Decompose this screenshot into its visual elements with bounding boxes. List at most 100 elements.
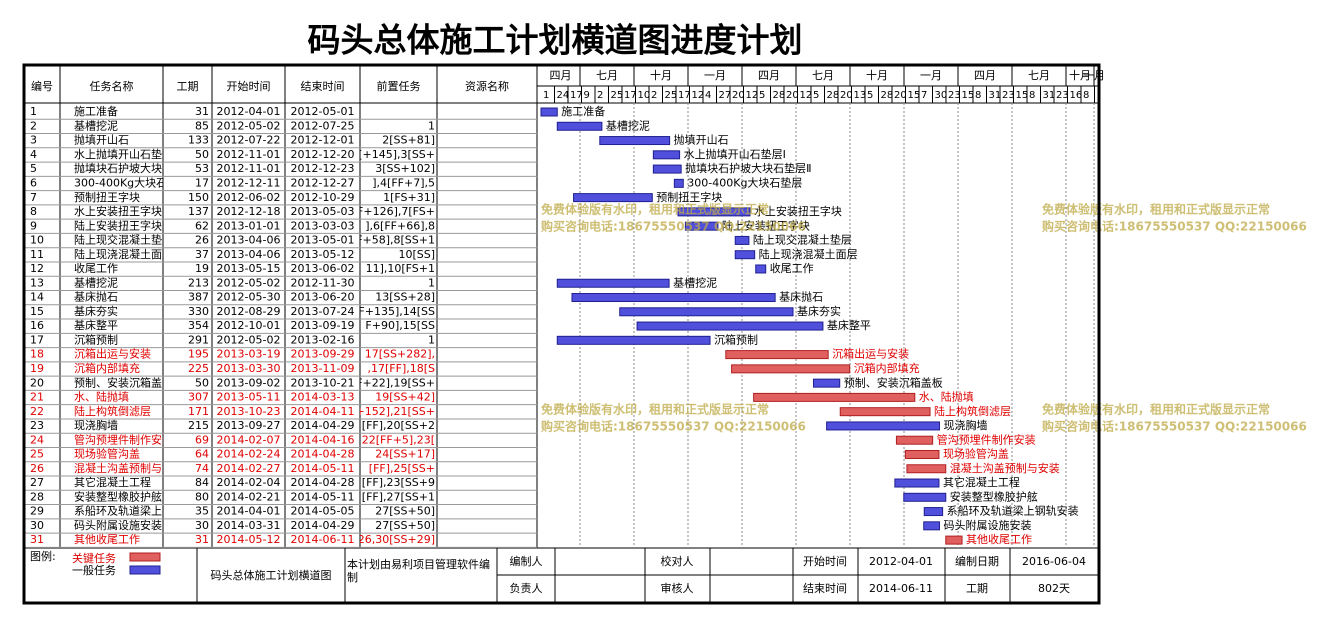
day-label: 20 <box>840 90 853 101</box>
quarter-label: 四月 <box>550 69 572 82</box>
cell-end: 2012-12-27 <box>291 176 355 189</box>
day-label: 17 <box>624 90 637 101</box>
day-label: 7 <box>921 90 927 101</box>
task-bar <box>556 121 603 131</box>
cell-name: 基床夯实 <box>74 304 118 318</box>
cell-name: 施工准备 <box>74 104 118 118</box>
cell-name: 系船环及轨道梁上钢轨安装 <box>74 504 206 518</box>
bar-label: 水、陆抛填 <box>919 390 974 404</box>
cell-duration: 37 <box>195 248 209 261</box>
cell-start: 2012-08-29 <box>217 305 281 318</box>
border <box>22 63 1101 605</box>
cell-name: 其它混凝土工程 <box>74 475 151 489</box>
cell-duration: 62 <box>195 219 209 232</box>
cell-id: 25 <box>30 448 44 461</box>
quarter-label: 七月 <box>596 69 618 82</box>
editor: 编制人 <box>510 554 543 568</box>
cell-name: 抛填块石护坡大块石垫层Ⅱ <box>74 161 200 175</box>
watermark: 购买咨询电话:18675550537 QQ:22150066 <box>541 419 806 434</box>
cell-end: 2014-04-11 <box>291 405 355 418</box>
task-bar <box>573 193 653 203</box>
cell-name: 陆上安装扭王字块 <box>74 218 162 232</box>
cell-end: 2012-10-29 <box>291 191 355 204</box>
note: 本计划由易利项目管理软件编制 <box>347 558 490 584</box>
cell-start: 2013-04-06 <box>217 234 281 247</box>
cell-id: 24 <box>30 433 44 446</box>
day-label: 30 <box>935 90 948 101</box>
cell-start: 2013-05-15 <box>217 262 281 275</box>
cell-id: 14 <box>30 291 44 304</box>
day-label: 9 <box>584 90 590 101</box>
cell-id: 9 <box>30 219 37 232</box>
bar-label: 现浇胸墙 <box>943 418 987 432</box>
day-label: 15 <box>908 90 921 101</box>
cell-predecessor: 1 <box>428 119 435 132</box>
day-label: 20 <box>732 90 745 101</box>
column-header: 编号 <box>31 79 53 93</box>
task-bar <box>652 164 682 174</box>
day-label: 28 <box>881 90 894 101</box>
cell-end: 2012-05-01 <box>291 105 355 118</box>
bar-label: 基床整平 <box>827 318 871 332</box>
day-label: 28 <box>827 90 840 101</box>
cell-start: 2014-02-07 <box>217 433 281 446</box>
cell-predecessor: [FF],23[SS+9 <box>362 476 435 489</box>
legend-critical: 关键任务 <box>72 551 116 565</box>
cell-duration: 307 <box>188 391 209 404</box>
cell-predecessor: [F+135],14[SS <box>354 305 435 318</box>
cell-id: 5 <box>30 162 37 175</box>
cell-name: 现浇胸墙 <box>74 418 118 432</box>
cell-end: 2012-07-25 <box>291 119 355 132</box>
task-bar <box>731 364 851 374</box>
cell-predecessor: 27[SS+50] <box>375 505 435 518</box>
cell-duration: 330 <box>188 305 209 318</box>
cell-name: 码头附属设施安装 <box>74 518 162 532</box>
day-label: 16 <box>1070 90 1083 101</box>
day-label: 23 <box>1002 90 1015 101</box>
task-bar <box>652 150 681 160</box>
bar-label: 其他收尾工作 <box>966 532 1032 546</box>
frame <box>24 65 1099 603</box>
cell-predecessor: ,17[FF],18[S <box>368 362 436 375</box>
cell-duration: 84 <box>195 476 209 489</box>
day-label: 15 <box>962 90 975 101</box>
bar-label: 水上抛填开山石垫层Ⅰ <box>684 147 786 161</box>
day-label: 2 <box>651 90 657 101</box>
cell-predecessor: 24[SS+17] <box>375 448 435 461</box>
task-bar <box>906 464 947 474</box>
cell-start: 2012-12-18 <box>217 205 281 218</box>
cell-start: 2012-12-11 <box>217 176 281 189</box>
task-bar <box>556 335 711 345</box>
column-header: 工期 <box>177 80 199 93</box>
cell-predecessor: ],4[FF+7],5 <box>372 176 435 189</box>
cell-start: 2013-09-02 <box>217 376 281 389</box>
cell-duration: 354 <box>188 319 209 332</box>
cell-start: 2012-04-01 <box>217 105 281 118</box>
bar-label: 施工准备 <box>561 104 605 118</box>
cell-start: 2012-11-01 <box>217 162 281 175</box>
cell-predecessor: 22[FF+5],23[ <box>362 433 435 446</box>
cell-end: 2014-03-13 <box>291 391 355 404</box>
cell-start: 2012-11-01 <box>217 148 281 161</box>
cell-start: 2014-04-01 <box>217 505 281 518</box>
day-label: 31 <box>1043 90 1056 101</box>
task-bar <box>556 278 670 288</box>
day-label: 15 <box>1016 90 1029 101</box>
cell-predecessor: +152],21[SS+ <box>356 405 435 418</box>
cell-duration: 74 <box>195 462 209 475</box>
watermark: 免费体验版有水印，租用和正式版显示正常 <box>541 202 769 217</box>
cell-start: 2013-09-27 <box>217 419 281 432</box>
cell-name: 基床整平 <box>74 318 118 332</box>
cell-id: 6 <box>30 176 37 189</box>
day-label: 17 <box>570 90 583 101</box>
day-label: 27 <box>719 90 732 101</box>
cell-duration: 171 <box>188 405 209 418</box>
cell-id: 1 <box>30 105 37 118</box>
day-label: 10 <box>638 90 651 101</box>
cell-name: 预制扭王字块 <box>74 190 140 204</box>
cell-start: 2012-07-22 <box>217 134 281 147</box>
day-label: 20 <box>894 90 907 101</box>
cell-duration: 31 <box>195 105 209 118</box>
cell-predecessor: [FF],20[SS+2 <box>362 419 435 432</box>
cell-end: 2013-07-24 <box>291 305 355 318</box>
